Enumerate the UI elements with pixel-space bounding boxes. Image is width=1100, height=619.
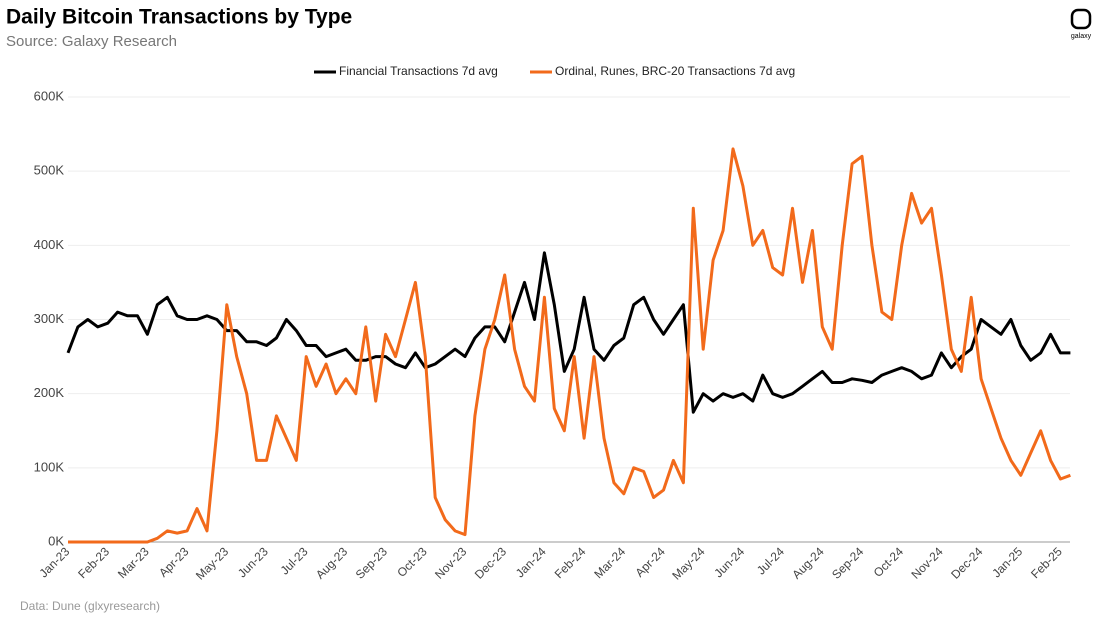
x-tick-label: Apr-24	[632, 544, 668, 580]
source-note: Data: Dune (glxyresearch)	[20, 599, 160, 613]
x-tick-label: Nov-24	[909, 544, 946, 581]
x-tick-label: Aug-24	[789, 544, 826, 581]
logo-text: galaxy	[1071, 33, 1092, 40]
y-tick-label: 0K	[48, 533, 64, 548]
x-tick-label: Aug-23	[313, 544, 350, 581]
y-tick-label: 200K	[34, 385, 65, 400]
series-line	[68, 147, 1071, 544]
x-tick-label: Nov-23	[432, 544, 469, 581]
x-tick-label: Mar-23	[115, 544, 152, 581]
y-tick-label: 400K	[34, 237, 65, 252]
y-tick-label: 600K	[34, 88, 65, 103]
legend-label: Financial Transactions 7d avg	[339, 64, 498, 78]
x-tick-label: Jun-23	[235, 544, 271, 580]
x-tick-label: Feb-23	[75, 544, 112, 581]
y-tick-label: 100K	[34, 459, 65, 474]
x-tick-label: Mar-24	[591, 544, 628, 581]
x-tick-label: Oct-24	[871, 544, 907, 580]
y-tick-label: 300K	[34, 311, 65, 326]
x-tick-label: Jul-24	[754, 544, 787, 577]
x-tick-label: Jan-24	[513, 544, 549, 580]
series-line	[66, 251, 1071, 414]
logo-icon	[1070, 8, 1092, 30]
y-tick-label: 500K	[34, 163, 65, 178]
x-tick-label: May-24	[669, 544, 707, 582]
x-tick-label: Feb-24	[552, 544, 589, 581]
x-tick-label: Apr-23	[156, 544, 192, 580]
x-tick-label: Feb-25	[1028, 544, 1065, 581]
chart-subtitle: Source: Galaxy Research	[6, 33, 177, 50]
x-tick-label: Jan-25	[989, 544, 1025, 580]
x-tick-label: Dec-23	[472, 544, 509, 581]
x-tick-label: Sep-23	[353, 544, 390, 581]
x-tick-label: Oct-23	[394, 544, 430, 580]
x-tick-label: Jun-24	[711, 544, 747, 580]
legend-label: Ordinal, Runes, BRC-20 Transactions 7d a…	[555, 64, 795, 78]
x-tick-label: Dec-24	[948, 544, 985, 581]
x-tick-label: Jan-23	[37, 544, 73, 580]
x-tick-label: Sep-24	[829, 544, 866, 581]
chart-title: Daily Bitcoin Transactions by Type	[6, 6, 352, 29]
x-tick-label: May-23	[193, 544, 231, 582]
x-tick-label: Jul-23	[278, 544, 311, 577]
